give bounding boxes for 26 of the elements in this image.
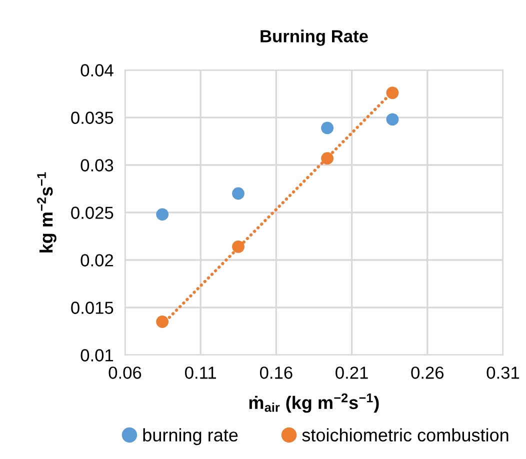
x-tick-label: 0.06 [108, 366, 142, 379]
point [232, 187, 244, 200]
chart-title: Burning Rate [260, 30, 368, 46]
point [386, 86, 399, 100]
y-axis-title: kg m$^{−2}$s$^{−1}$ [37, 172, 56, 252]
legend-label: burning rate [143, 428, 238, 446]
point [386, 113, 399, 126]
y-tick-label: 0.02 [80, 254, 114, 266]
point [156, 316, 169, 328]
legend-label: stoichiometric combustion [302, 428, 508, 442]
point [156, 208, 169, 221]
y-tick-label: 0.035 [71, 112, 114, 124]
x-tick-label: 0.26 [411, 366, 444, 379]
point [321, 122, 334, 134]
point [232, 240, 244, 253]
x-tick-label: 0.11 [185, 366, 216, 379]
y-tick-label: 0.04 [80, 64, 114, 76]
x-axis-title: ṁ$_{air}$ (kg m$^{−2}$s$^{−1}$) [249, 393, 379, 413]
x-tick-label: 0.16 [260, 366, 292, 379]
x-tick-label: 0.31 [486, 366, 520, 379]
y-tick-label: 0.025 [71, 206, 114, 219]
x-tick-label: 0.21 [336, 366, 368, 379]
y-tick-label: 0.03 [80, 159, 114, 172]
y-tick-label: 0.015 [71, 302, 114, 314]
y-tick-label: 0.01 [80, 349, 114, 362]
point [321, 152, 334, 165]
